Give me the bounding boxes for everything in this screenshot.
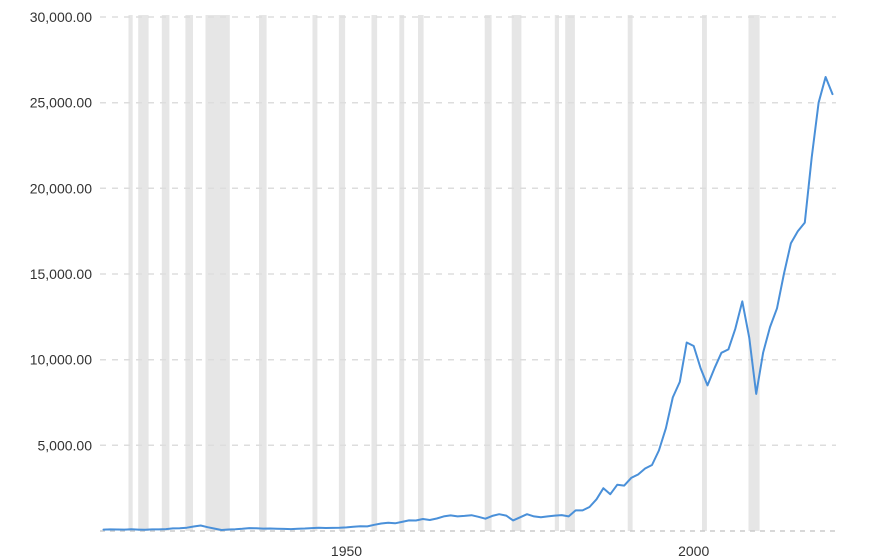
recession-band (511, 15, 522, 531)
recession-band (138, 15, 149, 531)
y-tick-label: 25,000.00 (30, 95, 92, 111)
recession-band (702, 15, 707, 531)
gridlines (100, 16, 836, 447)
recession-band (185, 15, 193, 531)
recession-band (128, 15, 133, 531)
recession-band (627, 15, 633, 531)
recession-band (371, 15, 378, 531)
y-tick-labels: 5,000.00 10,000.00 15,000.00 20,000.00 25,00… (30, 9, 93, 453)
y-tick-label: 20,000.00 (30, 180, 92, 196)
recession-band (565, 15, 575, 531)
y-tick-label: 30,000.00 (30, 9, 92, 25)
recession-band (554, 15, 559, 531)
recession-band (259, 15, 267, 531)
x-tick-label: 1950 (331, 543, 362, 559)
series (102, 76, 834, 531)
recession-band (748, 15, 760, 531)
y-tick-label: 5,000.00 (38, 437, 93, 453)
recession-band (484, 15, 492, 531)
recession-bands (128, 15, 760, 531)
series-line (102, 76, 834, 531)
recession-band (312, 15, 318, 531)
recession-band (418, 15, 424, 531)
y-tick-label: 10,000.00 (30, 352, 92, 368)
y-tick-label: 15,000.00 (30, 266, 92, 282)
recession-band (161, 15, 170, 531)
x-tick-labels: 1950 2000 (331, 543, 710, 559)
recession-band (399, 15, 405, 531)
recession-band (205, 15, 230, 531)
recession-band (338, 15, 346, 531)
x-tick-label: 2000 (678, 543, 709, 559)
